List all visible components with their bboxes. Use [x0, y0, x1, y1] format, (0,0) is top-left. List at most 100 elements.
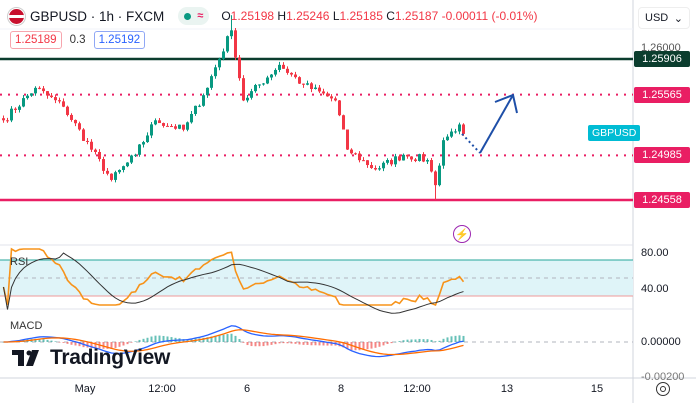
macd-histogram-bar: [266, 342, 269, 346]
macd-histogram-bar: [270, 342, 273, 345]
sell-button[interactable]: 1.25189: [10, 31, 62, 49]
candle-body: [286, 68, 289, 73]
price-level-tag[interactable]: 1.24558: [634, 192, 690, 208]
macd-histogram-bar: [434, 341, 437, 342]
macd-histogram-bar: [262, 342, 265, 347]
macd-histogram-bar: [50, 340, 53, 342]
currency-select[interactable]: USD ⌄: [638, 7, 690, 29]
candle-body: [162, 123, 165, 126]
macd-histogram-bar: [58, 342, 61, 343]
macd-histogram-bar: [146, 337, 149, 342]
candle-body: [50, 95, 53, 98]
macd-histogram-bar: [370, 342, 373, 349]
macd-histogram-bar: [234, 335, 237, 342]
candle-body: [454, 131, 457, 133]
candle-body: [266, 77, 269, 84]
bid-ask: 1.25189 0.3 1.25192: [10, 31, 146, 49]
delayed-data-icon: ≈: [197, 10, 204, 22]
macd-histogram-bar: [310, 342, 313, 346]
candle-body: [150, 124, 153, 136]
macd-label[interactable]: MACD: [10, 320, 43, 332]
macd-histogram-bar: [390, 342, 393, 344]
candle-body: [418, 154, 421, 161]
symbol-title[interactable]: GBPUSD · 1h · FXCM: [30, 8, 165, 24]
candle-body: [186, 122, 189, 130]
macd-histogram-bar: [386, 342, 389, 344]
projection-dotted-line: [461, 133, 481, 154]
macd-zero-label: 0.00000: [641, 336, 681, 348]
macd-histogram-bar: [342, 342, 345, 348]
rsi-label[interactable]: RSI: [10, 256, 29, 268]
candle-body: [2, 118, 5, 121]
candle-body: [98, 151, 101, 160]
macd-histogram-bar: [70, 342, 73, 345]
candle-body: [378, 168, 381, 170]
settings-gear-icon[interactable]: [656, 382, 670, 396]
macd-histogram-bar: [158, 335, 161, 342]
candle-body: [70, 114, 73, 120]
candle-body: [138, 144, 141, 155]
macd-histogram-bar: [202, 337, 205, 342]
candle-body: [254, 85, 257, 92]
buy-button[interactable]: 1.25192: [93, 31, 146, 49]
candle-body: [146, 135, 149, 143]
candle-body: [446, 136, 449, 141]
time-axis-label: 15: [590, 383, 604, 395]
macd-histogram-bar: [110, 342, 113, 349]
candle-body: [310, 83, 313, 90]
macd-histogram-bar: [350, 342, 353, 351]
macd-histogram-bar: [418, 338, 421, 342]
candle-body: [126, 162, 129, 167]
candle-body: [382, 162, 385, 169]
macd-signal-line: [3, 329, 464, 356]
macd-histogram-bar: [162, 335, 165, 342]
candle-body: [214, 67, 217, 77]
macd-histogram-bar: [218, 335, 221, 342]
symbol-header: GBPUSD · 1h · FXCM ≈ O1.25198 H1.25246 L…: [8, 7, 537, 25]
macd-histogram-bar: [186, 339, 189, 342]
candle-body: [66, 106, 69, 115]
candle-body: [102, 159, 105, 171]
lightning-event-icon[interactable]: ⚡: [453, 225, 471, 243]
price-level-tag[interactable]: 1.25906: [634, 51, 690, 67]
price-level-tag[interactable]: 1.25565: [634, 86, 690, 103]
macd-histogram-bar: [38, 338, 41, 342]
macd-histogram-bar: [410, 339, 413, 342]
macd-histogram-bar: [406, 339, 409, 342]
market-status-pill[interactable]: ≈: [178, 7, 210, 25]
rsi-lower-label: 40.00: [641, 283, 669, 295]
candle-body: [338, 100, 341, 116]
candle-body: [334, 98, 337, 101]
time-axis-label: 12:00: [403, 383, 431, 395]
candle-body: [62, 101, 65, 107]
macd-histogram-bar: [306, 342, 309, 345]
macd-histogram-bar: [422, 339, 425, 342]
macd-histogram-bar: [66, 342, 69, 344]
macd-histogram-bar: [118, 342, 121, 347]
candle-body: [14, 108, 17, 110]
macd-histogram-bar: [246, 342, 249, 346]
candle-body: [110, 173, 113, 180]
candle-body: [130, 155, 133, 163]
macd-histogram-bar: [94, 342, 97, 349]
price-level-tag[interactable]: 1.24985: [634, 147, 690, 164]
macd-histogram-bar: [34, 338, 37, 342]
time-axis-label: 8: [337, 383, 345, 395]
candle-body: [462, 124, 465, 134]
candle-body: [22, 98, 25, 107]
candle-body: [58, 100, 61, 102]
candle-body: [174, 126, 177, 129]
candle-body: [106, 170, 109, 174]
macd-line: [3, 325, 464, 358]
macd-histogram-bar: [138, 339, 141, 342]
candle-body: [386, 160, 389, 163]
macd-histogram-bar: [154, 335, 157, 342]
macd-histogram-bar: [46, 339, 49, 342]
candle-body: [306, 83, 309, 85]
candle-body: [226, 36, 229, 52]
candle-body: [250, 91, 253, 98]
tradingview-logo[interactable]: TradingView: [12, 346, 170, 370]
rsi-upper-label: 80.00: [641, 247, 669, 259]
candle-body: [442, 140, 445, 166]
